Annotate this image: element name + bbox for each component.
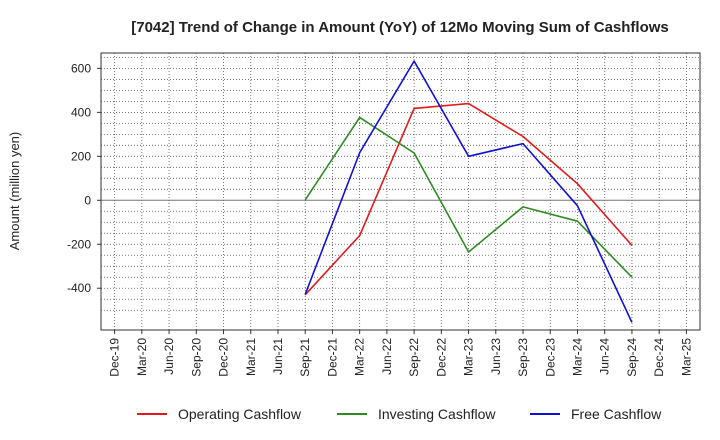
y-tick-label: 200 — [71, 149, 91, 163]
x-tick-label: Mar-21 — [244, 338, 258, 376]
legend-label: Free Cashflow — [571, 406, 662, 422]
legend-label: Investing Cashflow — [378, 406, 496, 422]
x-tick-label: Jun-20 — [162, 338, 176, 375]
series-lines — [304, 60, 633, 323]
x-tick-label: Dec-23 — [543, 338, 557, 377]
y-tick-label: 400 — [71, 105, 91, 119]
x-tick-label: Mar-25 — [679, 338, 693, 376]
y-tick-label: 0 — [84, 193, 91, 207]
y-axis-label: Amount (million yen) — [7, 132, 22, 251]
axes: -400 -200 0 200 400 600 Dec-19 Mar-20 Jun-20 Sep-… — [67, 52, 701, 377]
x-tick-label: Sep-24 — [625, 338, 639, 377]
y-tick-label: 600 — [71, 61, 91, 75]
series-line — [304, 60, 633, 323]
legend: Operating Cashflow Investing Cashflow Free… — [137, 406, 662, 422]
x-tick-label: Sep-22 — [407, 338, 421, 377]
x-tick-label: Dec-22 — [434, 338, 448, 377]
x-tick-label: Mar-23 — [462, 338, 476, 376]
x-tick-label: Sep-23 — [516, 338, 530, 377]
series-line — [304, 116, 633, 278]
x-tick-label: Dec-20 — [217, 338, 231, 377]
x-tick-label: Mar-20 — [135, 338, 149, 376]
x-tick-label: Mar-24 — [570, 338, 584, 376]
x-tick-label: Mar-22 — [353, 338, 367, 376]
x-tick-label: Dec-19 — [108, 338, 122, 377]
x-tick-label: Jun-21 — [271, 338, 285, 375]
chart-title: [7042] Trend of Change in Amount (YoY) o… — [131, 19, 669, 36]
x-tick-label: Jun-22 — [380, 338, 394, 375]
y-tick-label: -400 — [67, 281, 91, 295]
x-tick-label: Jun-23 — [489, 338, 503, 375]
x-tick-label: Sep-21 — [298, 338, 312, 377]
series-line — [304, 102, 633, 296]
x-tick-label: Jun-24 — [598, 338, 612, 375]
x-tick-label: Sep-20 — [189, 338, 203, 377]
x-tick-label: Dec-21 — [325, 338, 339, 377]
y-tick-label: -200 — [67, 237, 91, 251]
plot-frame — [100, 52, 701, 331]
gridlines — [101, 53, 700, 330]
legend-label: Operating Cashflow — [178, 406, 302, 422]
x-tick-label: Dec-24 — [652, 338, 666, 377]
